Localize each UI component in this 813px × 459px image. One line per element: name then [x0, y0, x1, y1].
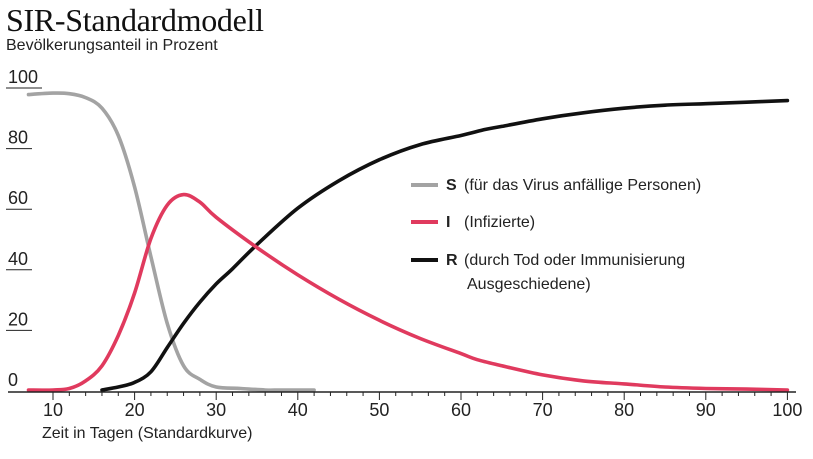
legend-label-s: (für das Virus anfällige Personen)	[464, 177, 701, 194]
legend: S (für das Virus anfällige Personen) I (Inf…	[411, 177, 701, 293]
legend-key-s: S	[446, 177, 457, 194]
y-tick-group: 0 20 40 60 80 100	[6, 67, 42, 390]
legend-key-i: I	[446, 214, 450, 231]
x-tick-label: 40	[288, 400, 308, 420]
x-axis-label: Zeit in Tagen (Standardkurve)	[42, 425, 253, 442]
x-tick-label: 90	[696, 400, 716, 420]
legend-key-r: R	[446, 252, 458, 269]
y-tick-label: 60	[8, 188, 28, 208]
series-line-r	[100, 98, 790, 392]
y-tick-label: 80	[8, 128, 28, 148]
x-tick-label: 60	[451, 400, 471, 420]
x-tick-label: 80	[614, 400, 634, 420]
legend-label-r: (durch Tod oder Immunisierung	[464, 252, 685, 269]
x-tick-label: 30	[206, 400, 226, 420]
legend-label-r-line2: Ausgeschiedene)	[467, 276, 591, 293]
y-tick-label: 40	[8, 249, 28, 269]
y-tick-label: 100	[8, 67, 38, 87]
x-tick-group: 10 20 30 40 50 60 70 80 90 100	[43, 392, 802, 420]
x-tick-label: 70	[533, 400, 553, 420]
y-tick-label: 20	[8, 309, 28, 329]
x-tick-label: 10	[43, 400, 63, 420]
series-lines	[26, 91, 790, 392]
x-tick-label: 50	[369, 400, 389, 420]
series-line-i	[26, 192, 790, 392]
x-tick-label: 20	[125, 400, 145, 420]
x-tick-label: 100	[772, 400, 802, 420]
series-line-s	[26, 91, 316, 392]
legend-label-i: (Infizierte)	[464, 214, 535, 231]
chart-title: SIR-Standardmodell	[6, 2, 264, 38]
y-tick-label: 0	[8, 370, 18, 390]
y-axis-label: Bevölkerungsanteil in Prozent	[6, 37, 218, 54]
